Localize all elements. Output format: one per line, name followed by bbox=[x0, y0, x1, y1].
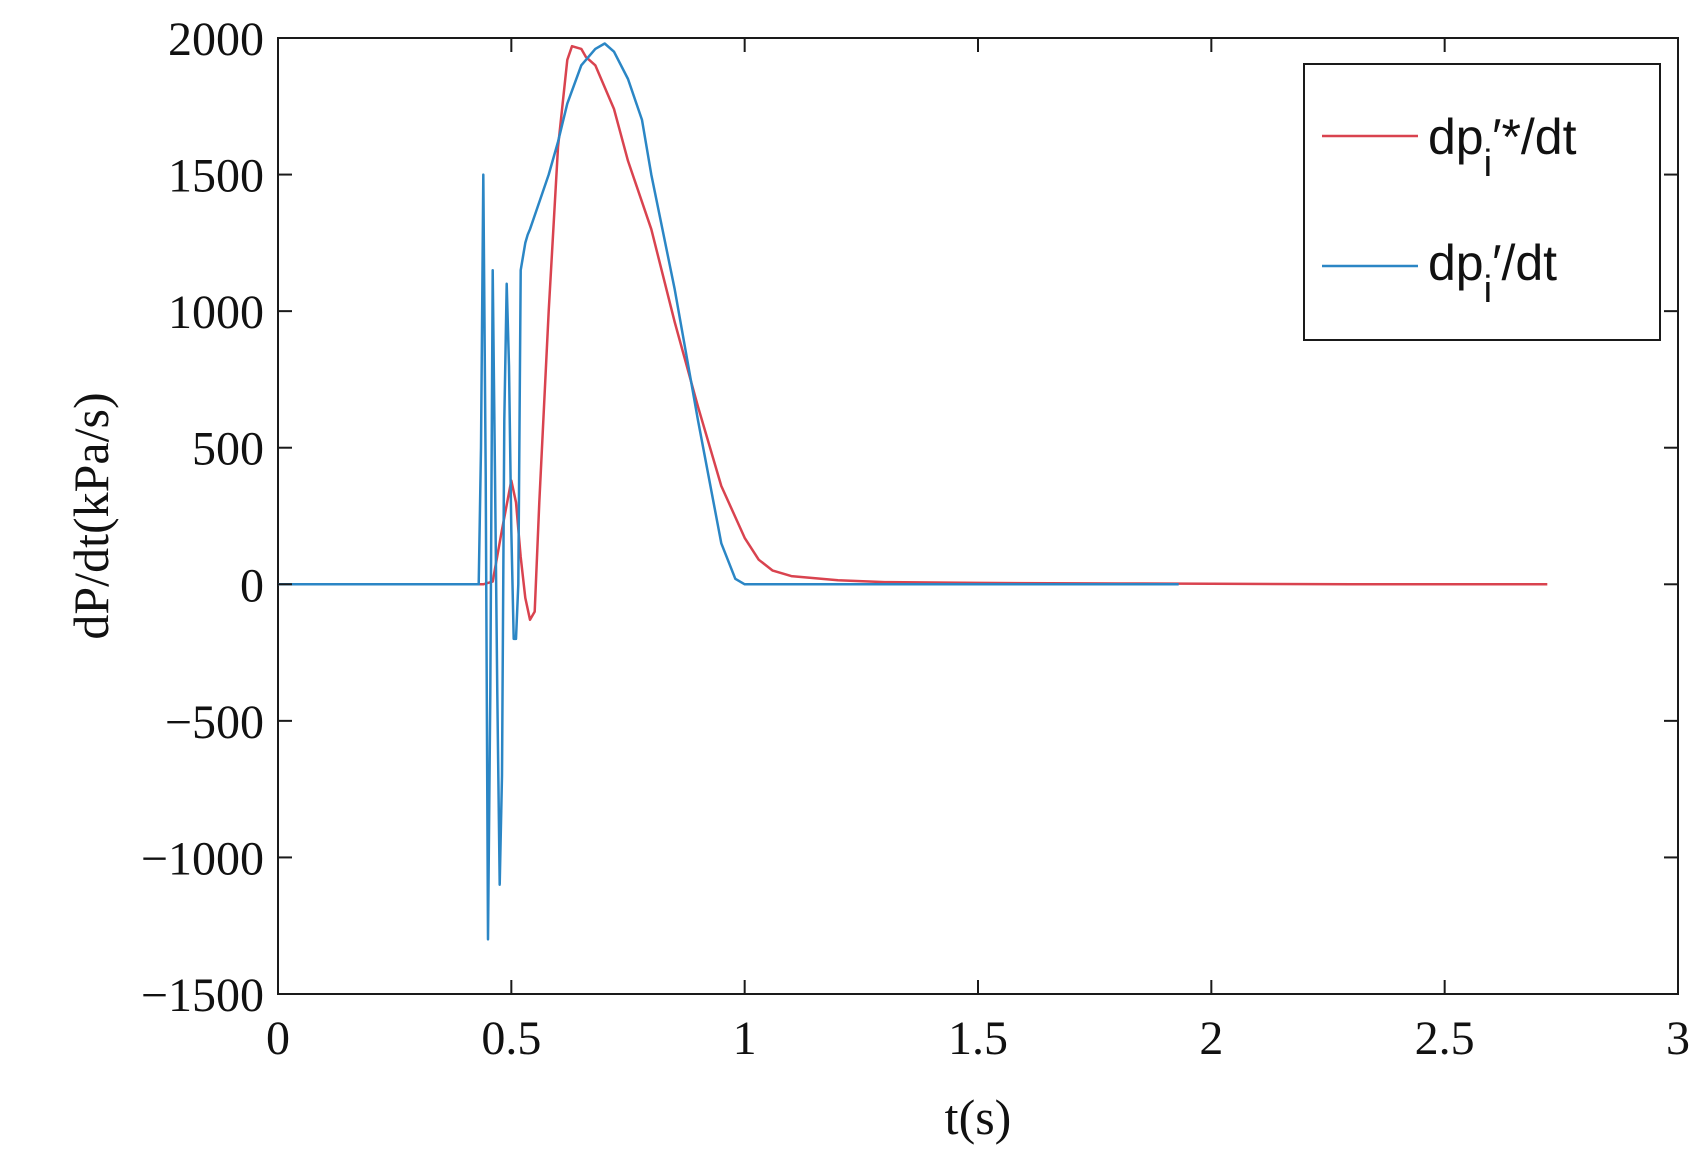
x-tick-label: 3 bbox=[1666, 1012, 1690, 1065]
y-tick-label: 1500 bbox=[168, 150, 264, 203]
legend-box bbox=[1303, 63, 1661, 341]
legend-label-blue: dpi′/dt bbox=[1428, 235, 1557, 311]
x-tick-label: 0.5 bbox=[481, 1012, 541, 1065]
series-layer bbox=[278, 42, 1548, 941]
x-tick-label: 2.5 bbox=[1415, 1012, 1475, 1065]
y-tick-label: 1000 bbox=[168, 286, 264, 339]
x-tick-label: 1 bbox=[733, 1012, 757, 1065]
x-tick-label: 2 bbox=[1199, 1012, 1223, 1065]
x-tick-label: 1.5 bbox=[948, 1012, 1008, 1065]
y-axis-label: dP/dt(kPa/s) bbox=[63, 392, 119, 639]
legend-label-red: dpi′*/dt bbox=[1428, 109, 1577, 185]
y-tick-label: −1000 bbox=[141, 832, 264, 885]
x-axis-label: t(s) bbox=[945, 1089, 1012, 1145]
ticks-layer: 0 0.5 1 1.5 2 2.5 3 −1500 −1000 −500 0 500 1000 1500 2… bbox=[141, 13, 1690, 1065]
y-tick-label: −1500 bbox=[141, 969, 264, 1022]
series-line-blue bbox=[278, 42, 1179, 941]
y-tick-label: −500 bbox=[165, 696, 264, 749]
x-tick-label: 0 bbox=[266, 1012, 290, 1065]
y-tick-label: 500 bbox=[192, 423, 264, 476]
y-tick-label: 0 bbox=[240, 559, 264, 612]
series-line-red bbox=[278, 44, 1548, 622]
legend: dpi′*/dt dpi′/dt bbox=[1303, 63, 1661, 341]
y-tick-label: 2000 bbox=[168, 13, 264, 66]
